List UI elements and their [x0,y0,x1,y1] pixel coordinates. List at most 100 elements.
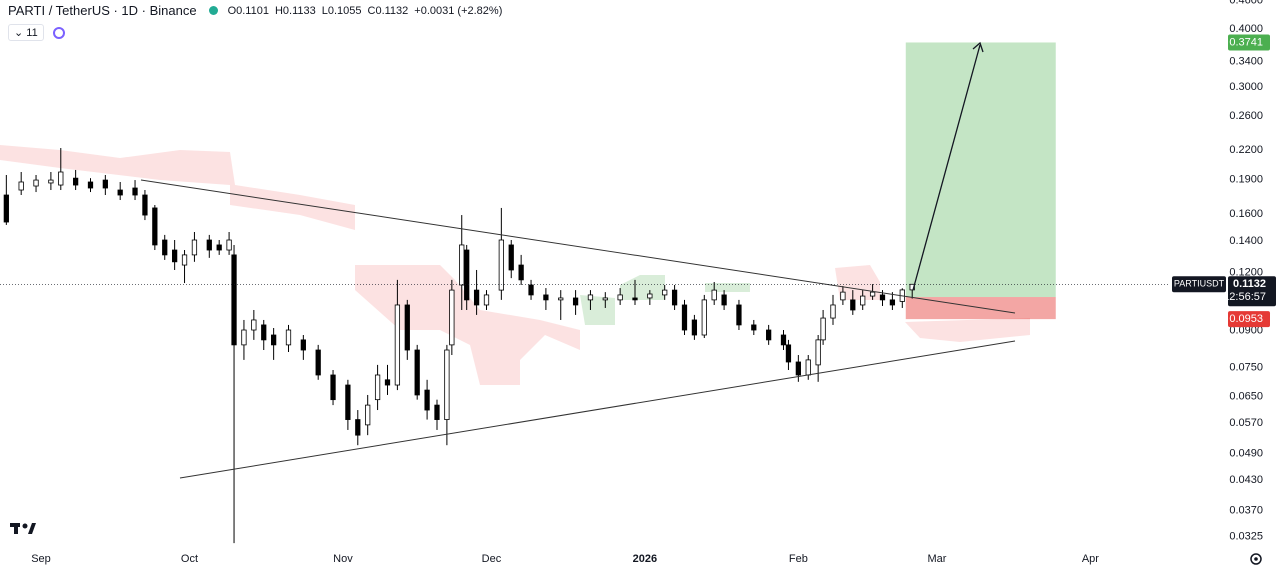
candle-body [73,177,79,186]
arrow[interactable] [912,44,981,291]
x-tick-label: Nov [333,553,353,565]
last-price-label: 0.1132 [1233,278,1266,290]
y-tick-label: 0.1200 [1229,266,1263,278]
candle-body [587,294,594,301]
long-position[interactable] [905,42,1056,320]
y-tick-label: 0.1400 [1229,235,1263,247]
candle-body [711,289,717,301]
candle-body [780,334,787,346]
y-tick-label: 0.3000 [1229,81,1263,93]
candle-body [231,254,237,346]
candle-body [662,289,668,296]
candle-body [498,239,504,291]
candle-body [473,289,480,306]
tv-logo[interactable] [10,523,36,534]
y-tick-label: 0.4000 [1229,23,1263,35]
candle-body [345,384,351,420]
y-tick-label: 0.2200 [1229,144,1263,156]
countdown-label: 12:56:57 [1223,291,1266,303]
candle-body [721,294,727,306]
upper-trendline[interactable] [140,179,1016,314]
candle-body [261,324,267,341]
ohlc-close: C0.1132 [367,4,409,17]
candle-body [424,389,430,411]
candle-body [840,291,846,301]
x-tick-label: Sep [31,553,51,565]
candle-body [508,244,514,271]
ichimoku-cloud [0,145,1030,385]
symbol-title[interactable]: PARTI / TetherUS · 1D · Binance [8,3,197,18]
candle-body [632,297,638,301]
candle-body [404,304,410,351]
candle-body [191,239,198,256]
x-tick-label: Oct [181,553,198,565]
y-tick-label: 0.0570 [1229,417,1263,429]
price-tag-label: 0.0953 [1229,313,1263,325]
candle-body [87,181,94,189]
market-status[interactable] [208,6,218,15]
y-tick-label: 0.0370 [1229,504,1263,516]
candle-body [102,179,108,189]
candle-body [216,244,222,251]
x-tick-label: Dec [482,553,502,565]
candle-body [528,284,534,296]
candle-body [617,294,623,301]
price-tag-label: 0.3741 [1229,36,1263,48]
symbol-tag-label: PARTIUSDT [1174,279,1225,289]
candle-body [285,329,292,346]
candle-body [181,254,188,266]
candle-body [701,299,707,336]
candle-body [241,329,247,346]
y-tick-label: 0.0490 [1229,448,1263,460]
candle-body [785,344,792,363]
candle-body [647,293,653,299]
ohlc-open: O0.1101 [227,4,269,17]
candle-body [518,264,524,281]
settings-icon[interactable] [1250,553,1262,565]
candle-body [365,404,371,426]
ohlc-high: H0.1133 [274,4,316,17]
indicator-toggle[interactable]: ⌄ 11 [8,24,44,41]
candle-body [330,374,336,401]
candle-body [483,294,490,306]
price-tag [1228,311,1270,328]
y-tick-label: 0.0430 [1229,474,1263,486]
candle-body [464,249,470,301]
indicator-row: ⌄ 11 [8,24,66,41]
candle-body [3,194,9,223]
candle-body [384,379,391,386]
candle-body [602,297,608,301]
drawings [140,41,1016,479]
y-tick-label: 0.4600 [1229,0,1263,7]
arrow-head [972,41,984,53]
sync-icon[interactable] [52,26,66,40]
candle-body [889,299,896,306]
candle-body [543,294,549,301]
cloud-green [580,295,615,325]
candle-body [162,239,168,256]
price-change: +0.0031 (+2.82%) [414,4,503,17]
candle-body [736,304,742,326]
candle-body [117,189,123,196]
candle-body [18,181,24,191]
candle-body [558,297,564,301]
x-tick-label: Feb [789,553,808,565]
candle-body [355,419,361,436]
candle-body [820,317,826,341]
symbol-tag [1172,276,1226,293]
candle-body [869,291,876,297]
x-tick-label: Apr [1082,553,1099,565]
candle-body [449,289,455,346]
candle-body [795,361,801,376]
candle-body [315,349,321,376]
candle-body [766,329,772,341]
y-tick-label: 0.1900 [1229,173,1263,185]
x-tick-label: Mar [927,553,946,565]
candle-body [251,319,257,331]
price-tag [1228,34,1270,51]
candle-body [681,304,688,331]
lower-trendline[interactable] [179,340,1016,479]
y-tick-label: 0.0650 [1229,390,1263,402]
